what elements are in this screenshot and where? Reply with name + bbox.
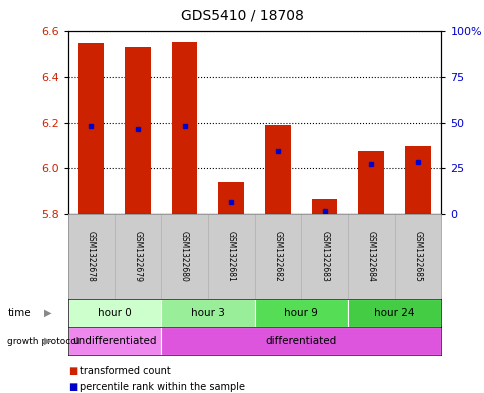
Bar <box>347 214 394 299</box>
Bar <box>68 214 114 299</box>
Bar <box>254 299 348 327</box>
Bar <box>311 199 337 214</box>
Bar <box>68 299 161 327</box>
Text: GDS5410 / 18708: GDS5410 / 18708 <box>181 9 303 23</box>
Text: hour 24: hour 24 <box>374 308 414 318</box>
Bar <box>171 42 197 214</box>
Bar <box>358 151 383 214</box>
Bar <box>301 214 347 299</box>
Text: ■: ■ <box>68 366 77 376</box>
Text: transformed count: transformed count <box>80 366 170 376</box>
Text: GSM1322684: GSM1322684 <box>366 231 375 282</box>
Text: percentile rank within the sample: percentile rank within the sample <box>80 382 244 393</box>
Text: differentiated: differentiated <box>265 336 336 346</box>
Bar <box>78 43 104 214</box>
Bar <box>125 48 151 214</box>
Text: ■: ■ <box>68 382 77 393</box>
Bar <box>265 125 290 214</box>
Text: GSM1322679: GSM1322679 <box>133 231 142 282</box>
Text: hour 0: hour 0 <box>97 308 131 318</box>
Bar <box>114 214 161 299</box>
Text: GSM1322682: GSM1322682 <box>273 231 282 282</box>
Text: GSM1322680: GSM1322680 <box>180 231 189 282</box>
Text: hour 3: hour 3 <box>191 308 225 318</box>
Bar <box>208 214 254 299</box>
Text: GSM1322683: GSM1322683 <box>319 231 329 282</box>
Bar <box>161 214 208 299</box>
Bar <box>68 327 161 355</box>
Text: GSM1322681: GSM1322681 <box>227 231 235 282</box>
Bar <box>404 146 430 214</box>
Text: GSM1322678: GSM1322678 <box>87 231 95 282</box>
Bar <box>394 214 440 299</box>
Text: ▶: ▶ <box>44 336 51 346</box>
Bar <box>161 299 254 327</box>
Text: growth protocol: growth protocol <box>7 337 78 345</box>
Bar <box>254 214 301 299</box>
Text: hour 9: hour 9 <box>284 308 318 318</box>
Text: ▶: ▶ <box>44 308 51 318</box>
Bar <box>218 182 243 214</box>
Text: time: time <box>7 308 31 318</box>
Bar <box>161 327 440 355</box>
Text: GSM1322685: GSM1322685 <box>413 231 422 282</box>
Text: undifferentiated: undifferentiated <box>72 336 156 346</box>
Bar <box>347 299 440 327</box>
